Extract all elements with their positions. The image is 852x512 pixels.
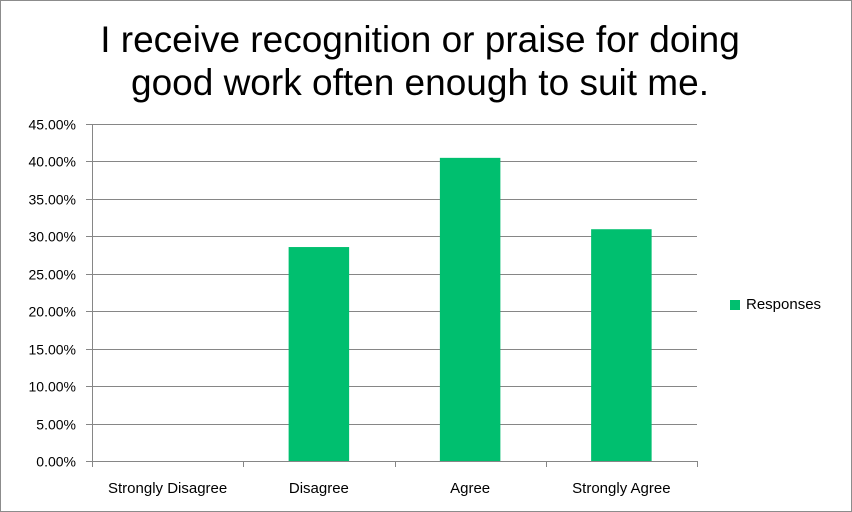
y-tick-label: 20.00% (29, 304, 76, 320)
axes (92, 124, 698, 467)
legend-swatch (730, 299, 740, 310)
y-tick-label: 0.00% (36, 454, 76, 470)
y-tick-label: 5.00% (36, 417, 76, 433)
y-tick-label: 40.00% (29, 154, 76, 170)
x-category-label: Strongly Agree (572, 480, 670, 497)
y-tick-labels: 0.00% 5.00% 10.00% 15.00% 20.00% 25.00% 30.00%… (29, 117, 76, 470)
bar (288, 247, 350, 461)
y-tick-label: 45.00% (29, 117, 76, 133)
x-category-label: Disagree (289, 480, 349, 497)
x-category-labels: Strongly Disagree Disagree Agree Strongly A… (108, 480, 671, 497)
y-tick-label: 35.00% (29, 192, 76, 208)
y-tick-label: 30.00% (29, 229, 76, 245)
y-tick-label: 25.00% (29, 267, 76, 283)
legend: Responses (730, 296, 821, 313)
bar (439, 157, 501, 461)
x-category-label: Agree (450, 480, 490, 497)
chart-title: I receive recognition or praise for doin… (100, 19, 740, 103)
y-tick-label: 15.00% (29, 342, 76, 358)
bars (288, 157, 652, 461)
y-tick-label: 10.00% (29, 379, 76, 395)
x-category-label: Strongly Disagree (108, 480, 227, 497)
legend-label: Responses (746, 296, 822, 313)
bar (591, 229, 652, 461)
